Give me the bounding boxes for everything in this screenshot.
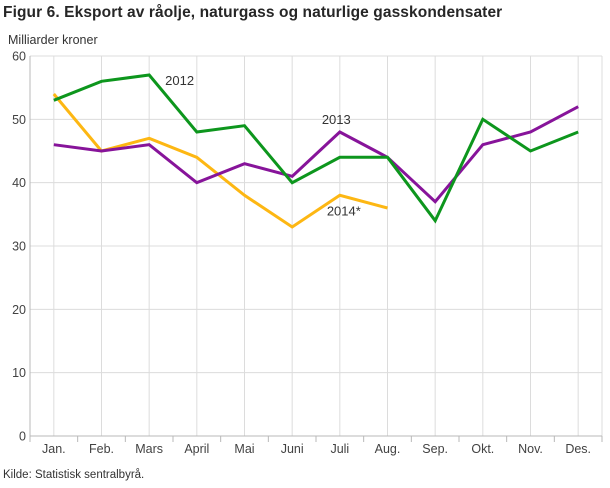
svg-text:Mai: Mai [234,442,254,456]
x-gridlines [53,56,603,436]
series-label-2014: 2014* [327,203,361,218]
svg-text:Feb.: Feb. [89,442,114,456]
series-line-2013 [53,105,579,204]
series-line-2012 [53,73,579,224]
svg-text:April: April [184,442,209,456]
svg-text:Juni: Juni [281,442,304,456]
source-note: Kilde: Statistisk sentralbyrå. [3,469,145,481]
svg-text:Nov.: Nov. [518,442,543,456]
svg-text:10: 10 [12,366,26,380]
x-tick-labels: Jan. Feb. Mars April Mai Juni Juli Aug. Sep. Okt.… [42,442,591,456]
svg-text:40: 40 [12,176,26,190]
y-axis-unit-label: Milliarder kroner [8,33,98,47]
svg-text:Jan.: Jan. [42,442,66,456]
y-gridlines [30,55,602,374]
svg-text:Sep.: Sep. [422,442,448,456]
series-label-2013: 2013 [322,112,351,127]
x-axis-ticks [29,436,603,442]
svg-text:Aug.: Aug. [375,442,401,456]
svg-text:Mars: Mars [135,442,163,456]
svg-text:Juli: Juli [330,442,349,456]
svg-text:Okt.: Okt. [471,442,494,456]
svg-text:30: 30 [12,240,26,254]
y-tick-labels: 0 10 20 30 40 50 60 [12,50,26,444]
svg-text:Des.: Des. [565,442,591,456]
svg-text:50: 50 [12,113,26,127]
svg-text:20: 20 [12,303,26,317]
figure-title: Figur 6. Eksport av råolje, naturgass og… [3,4,503,21]
series-label-2012: 2012 [165,73,194,88]
svg-text:0: 0 [19,430,26,444]
svg-text:60: 60 [12,50,26,64]
